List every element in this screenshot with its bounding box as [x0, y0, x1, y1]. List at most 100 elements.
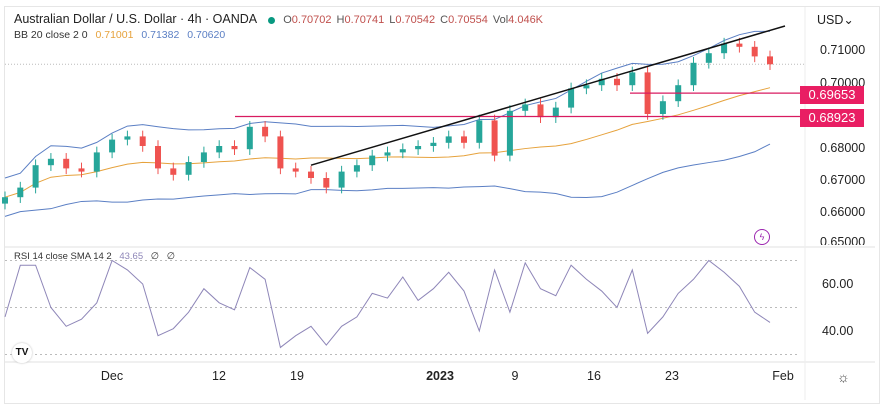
candle-body — [690, 62, 697, 86]
time-tick: 19 — [290, 369, 304, 383]
candle-body — [583, 85, 590, 89]
candle-body — [292, 168, 299, 172]
price-tick: 0.68000 — [820, 141, 866, 155]
candle-body — [369, 155, 376, 166]
high-value: 0.70741 — [344, 14, 385, 26]
bb-basis-value: 0.71001 — [95, 29, 134, 41]
candle-body — [491, 120, 498, 156]
market-status-icon — [268, 16, 276, 24]
time-tick: Dec — [100, 369, 124, 383]
time-tick: Feb — [772, 369, 794, 383]
candle-body — [353, 165, 360, 172]
rsi-tick: 40.00 — [822, 324, 854, 338]
rsi-tick: 60.00 — [822, 277, 854, 291]
currency-selector[interactable]: USD⌄ — [817, 12, 854, 27]
ascending-trendline — [310, 25, 786, 166]
price-tag-resistance[interactable]: 0.69653 — [800, 86, 864, 104]
bb-lower-band — [4, 143, 771, 217]
candle-body — [399, 149, 406, 153]
bb-upper-value: 0.71382 — [141, 29, 180, 41]
rsi-extra-2: ∅ — [166, 251, 175, 262]
bb-lower-value: 0.70620 — [187, 29, 226, 41]
bb-upper-band — [4, 30, 771, 179]
candle-body — [109, 139, 116, 153]
time-tick: 12 — [212, 369, 226, 383]
volume-value: 4.046K — [508, 14, 544, 26]
price-tick: 0.67000 — [820, 173, 866, 187]
candle-body — [63, 158, 70, 169]
time-tick: 16 — [587, 369, 601, 383]
candle-body — [32, 165, 39, 188]
candle-body — [262, 126, 269, 137]
rsi-extra-1: ∅ — [150, 251, 160, 262]
candle-body — [78, 168, 85, 172]
candle-body — [461, 136, 467, 143]
candle-body — [277, 136, 284, 169]
candle-body — [216, 146, 223, 153]
ohlc-values: O0.70702 H0.70741 L0.70542 C0.70554 Vol4.046… — [283, 14, 548, 26]
candle-body — [705, 53, 712, 63]
candle-body — [506, 110, 513, 156]
low-value: 0.70542 — [395, 14, 436, 26]
candle-body — [185, 162, 192, 175]
candle-body — [308, 171, 314, 178]
close-label: C — [440, 14, 449, 26]
candle-body — [721, 43, 728, 54]
rsi-line — [4, 259, 771, 349]
candle-body — [537, 104, 544, 118]
candle-body — [736, 43, 743, 47]
bb-legend[interactable]: BB 20 close 2 0 0.71001 0.71382 0.70620 — [14, 29, 230, 41]
price-tick: 0.71000 — [820, 43, 866, 57]
rsi-value: 43.65 — [119, 251, 144, 262]
candle-body — [552, 107, 559, 118]
candle-body — [415, 146, 422, 150]
candle-body — [476, 120, 483, 143]
candle-body — [2, 197, 8, 204]
price-tick: 0.65000 — [820, 235, 866, 245]
high-label: H — [336, 14, 345, 26]
candle-body — [767, 56, 773, 65]
candle-body — [17, 187, 24, 198]
close-value: 0.70554 — [448, 14, 488, 26]
price-tag-support[interactable]: 0.68923 — [800, 109, 864, 127]
candle-body — [170, 168, 177, 175]
candle-body — [231, 146, 238, 150]
gear-icon[interactable]: ☼ — [837, 369, 850, 385]
candle-body — [568, 88, 575, 108]
rsi-legend[interactable]: RSI 14 close SMA 14 2 43.65 ∅ ∅ — [14, 251, 180, 262]
lightning-icon[interactable]: ϟ — [754, 229, 770, 245]
time-tick: 23 — [665, 369, 679, 383]
volume-label: Vol — [492, 14, 509, 26]
currency-label: USD — [817, 13, 844, 27]
candle-body — [246, 126, 253, 150]
symbol-title[interactable]: Australian Dollar / U.S. Dollar · 4h · O… — [14, 12, 258, 26]
candle-body — [445, 136, 452, 143]
bb-label: BB 20 close 2 0 — [14, 29, 88, 41]
chevron-down-icon: ⌄ — [843, 13, 854, 27]
price-tick: 0.66000 — [820, 205, 866, 219]
candle-body — [323, 178, 330, 188]
open-label: O — [283, 14, 292, 26]
candle-body — [751, 46, 758, 57]
candle-body — [47, 158, 54, 166]
open-value: 0.70702 — [291, 14, 332, 26]
candle-body — [629, 72, 636, 86]
time-tick: 9 — [511, 369, 519, 383]
candle-body — [93, 152, 100, 172]
candle-body — [155, 146, 161, 169]
candle-body — [430, 142, 437, 146]
candle-body — [598, 78, 605, 86]
time-tick: 2023 — [426, 369, 454, 383]
candle-body — [139, 136, 146, 146]
rsi-label: RSI 14 close SMA 14 2 — [14, 251, 112, 262]
candle-body — [659, 101, 666, 114]
low-label: L — [389, 14, 396, 26]
symbol-legend: Australian Dollar / U.S. Dollar · 4h · O… — [14, 12, 553, 26]
candle-body — [200, 152, 207, 162]
candle-body — [338, 171, 345, 188]
candle-body — [384, 152, 391, 156]
candle-body — [522, 104, 529, 111]
tradingview-logo-icon[interactable]: TV — [12, 343, 32, 363]
